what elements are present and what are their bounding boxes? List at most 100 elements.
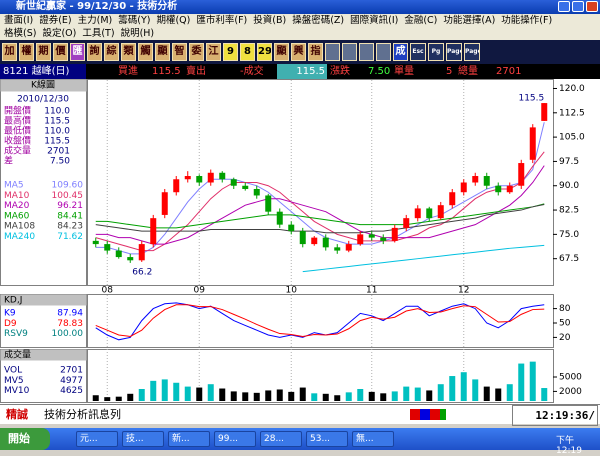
toolbar-button[interactable]: 8: [240, 43, 255, 61]
task-button[interactable]: 技...: [122, 431, 164, 447]
toolbar-button[interactable]: 江: [206, 43, 221, 61]
y-tick-label: 80: [559, 304, 571, 314]
title-bar: 新世紀贏家 - 99/12/30 - 技術分析: [0, 0, 600, 14]
start-button[interactable]: 開始: [0, 428, 50, 450]
candle-body: [322, 237, 329, 248]
toolbar-button[interactable]: 加: [2, 43, 17, 61]
task-button[interactable]: 53...: [306, 431, 348, 447]
volume-bar: [276, 389, 283, 401]
volume-bar: [357, 389, 364, 401]
label: 單量: [394, 66, 414, 77]
volume-bar: [161, 379, 168, 401]
summary-label: 收盤價: [4, 135, 31, 147]
volume-bar: [414, 387, 421, 401]
candle-body: [173, 179, 180, 193]
toolbar-button[interactable]: 類: [121, 43, 136, 61]
toolbar-button[interactable]: 興: [291, 43, 306, 61]
summary-value: 2701: [47, 147, 70, 157]
toolbar-button[interactable]: 價: [53, 43, 68, 61]
volume-bar: [265, 390, 272, 401]
menu-item[interactable]: 期權(Q): [156, 15, 191, 26]
menu-item[interactable]: 投資(B): [253, 15, 287, 26]
menu-item[interactable]: 國際資訊(I): [350, 15, 399, 26]
menu-item[interactable]: 操盤密碼(Z): [292, 15, 345, 26]
volume-bar: [380, 393, 387, 401]
tray-clock: 下午 12:19: [556, 436, 582, 456]
volume-bar: [104, 397, 111, 401]
indicator: [410, 409, 420, 420]
y-tick-label: 90.0: [559, 181, 579, 191]
toolbar-button[interactable]: Page: [464, 43, 480, 61]
menu-item[interactable]: 功能操作(F): [501, 15, 553, 26]
volume-bar: [219, 388, 226, 401]
panel-header: [0, 294, 87, 306]
toolbar-button[interactable]: 匯: [70, 43, 85, 61]
menu-item[interactable]: 設定(O): [42, 28, 77, 39]
volume-bar: [184, 386, 191, 401]
y-tick-label: 105.0: [559, 133, 585, 143]
toolbar-button[interactable]: 成: [393, 43, 408, 61]
menu-item[interactable]: 主力(M): [77, 15, 113, 26]
task-button[interactable]: 元...: [76, 431, 118, 447]
menu-item[interactable]: 功能選擇(A): [443, 15, 496, 26]
value: 5: [446, 66, 453, 77]
menu-item[interactable]: 金融(C): [404, 15, 438, 26]
menu-item[interactable]: 工具(T): [82, 28, 115, 39]
task-button[interactable]: 28...: [260, 431, 302, 447]
candle-body: [311, 237, 318, 245]
toolbar-button[interactable]: 綜: [104, 43, 119, 61]
summary-label: 最高價: [4, 115, 31, 127]
menu-item[interactable]: 證券(E): [39, 15, 72, 26]
toolbar-button[interactable]: 顯: [155, 43, 170, 61]
toolbar-icon[interactable]: [359, 43, 374, 61]
toolbar-button[interactable]: 觸: [138, 43, 153, 61]
toolbar-button[interactable]: 委: [189, 43, 204, 61]
toolbar-icon[interactable]: [342, 43, 357, 61]
toolbar-button[interactable]: Pg: [428, 43, 444, 61]
toolbar-button[interactable]: 詢: [87, 43, 102, 61]
menu-item[interactable]: 格模(S): [4, 28, 37, 39]
toolbar-button[interactable]: 期: [36, 43, 51, 61]
maximize-button[interactable]: [572, 1, 584, 12]
menu-item[interactable]: 畫面(I): [4, 15, 34, 26]
candle-body: [253, 188, 260, 196]
menu-item[interactable]: 籌碼(Y): [118, 15, 151, 26]
summary-label: 開盤價: [4, 105, 31, 117]
label: 漲跌: [330, 66, 350, 77]
x-tick-label: 09: [194, 286, 206, 296]
task-button[interactable]: 99...: [214, 431, 256, 447]
toolbar-button[interactable]: 智: [172, 43, 187, 61]
toolbar-button[interactable]: 29: [257, 43, 272, 61]
minimize-button[interactable]: [558, 1, 570, 12]
candle-body: [483, 176, 490, 186]
toolbar-button[interactable]: Page: [446, 43, 462, 61]
date: 2010/12/30: [17, 95, 69, 105]
volume-bar: [115, 396, 122, 401]
task-button[interactable]: 新...: [168, 431, 210, 447]
toolbar-icon[interactable]: [325, 43, 340, 61]
menu-item[interactable]: 匯市利率(F): [196, 15, 248, 26]
legend-value: 4625: [60, 386, 83, 396]
toolbar-button[interactable]: Esc: [410, 43, 426, 61]
candle-body: [127, 257, 134, 261]
toolbar-button[interactable]: 指: [308, 43, 323, 61]
legend-label: MA240: [4, 232, 35, 242]
candle-body: [495, 185, 502, 193]
window-title: 新世紀贏家 - 99/12/30 - 技術分析: [16, 1, 178, 12]
menu-item[interactable]: 說明(H): [120, 28, 155, 39]
toolbar-button[interactable]: 顯: [274, 43, 289, 61]
x-tick-label: 10: [286, 286, 298, 296]
toolbar-button[interactable]: 權: [19, 43, 34, 61]
toolbar-button[interactable]: 9: [223, 43, 238, 61]
volume-bar: [368, 391, 375, 401]
volume-bar: [483, 386, 490, 401]
candle-body: [161, 192, 168, 215]
quote-bar: 8121 越峰(日) 買進 115.5 賣出 -成交 115.5 漲跌 7.50…: [0, 64, 600, 79]
close-button[interactable]: [586, 1, 598, 12]
volume-bar: [391, 391, 398, 401]
task-button[interactable]: 無...: [352, 431, 394, 447]
toolbar-icon[interactable]: [376, 43, 391, 61]
volume-bar: [299, 387, 306, 401]
legend-value: 71.62: [57, 232, 83, 242]
